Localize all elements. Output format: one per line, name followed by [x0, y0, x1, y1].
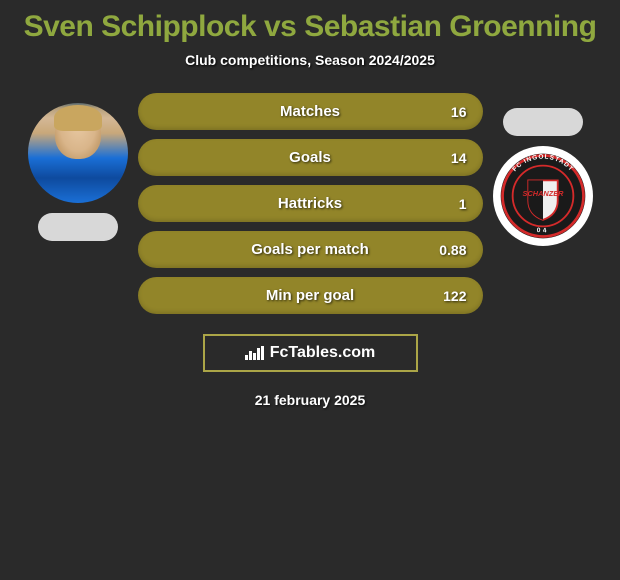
stat-row-matches: Matches 16: [138, 93, 483, 130]
comparison-area: Matches 16 Goals 14 Hattricks 1 Goals pe…: [0, 93, 620, 314]
stat-row-goals: Goals 14: [138, 139, 483, 176]
page-title: Sven Schipplock vs Sebastian Groenning: [24, 10, 597, 44]
club-badge-right: FC INGOLSTADT 04 SCHANZER: [493, 146, 593, 246]
branding-box: FcTables.com: [203, 334, 418, 372]
stat-label: Matches: [280, 103, 340, 120]
subtitle: Club competitions, Season 2024/2025: [185, 52, 435, 68]
svg-text:SCHANZER: SCHANZER: [522, 189, 564, 198]
stats-column: Matches 16 Goals 14 Hattricks 1 Goals pe…: [138, 93, 483, 314]
stat-row-gpm: Goals per match 0.88: [138, 231, 483, 268]
stat-value-right: 0.88: [439, 242, 466, 258]
bar-chart-icon: [245, 346, 264, 360]
stat-value-right: 1: [459, 196, 467, 212]
stat-label: Hattricks: [278, 195, 342, 212]
stat-row-hattricks: Hattricks 1: [138, 185, 483, 222]
shield-icon: FC INGOLSTADT 04 SCHANZER: [497, 150, 589, 242]
stat-label: Min per goal: [266, 287, 354, 304]
stat-value-right: 16: [451, 104, 467, 120]
stat-value-right: 14: [451, 150, 467, 166]
date-text: 21 february 2025: [255, 392, 366, 408]
stat-row-mpg: Min per goal 122: [138, 277, 483, 314]
club-pill-left: [38, 213, 118, 241]
player-avatar-left: [28, 103, 128, 203]
stat-value-right: 122: [443, 288, 466, 304]
stat-label: Goals per match: [251, 241, 369, 258]
branding-text: FcTables.com: [270, 344, 376, 362]
right-side: FC INGOLSTADT 04 SCHANZER: [488, 93, 598, 256]
left-side: [23, 93, 133, 241]
stat-label: Goals: [289, 149, 331, 166]
club-pill-right: [503, 108, 583, 136]
